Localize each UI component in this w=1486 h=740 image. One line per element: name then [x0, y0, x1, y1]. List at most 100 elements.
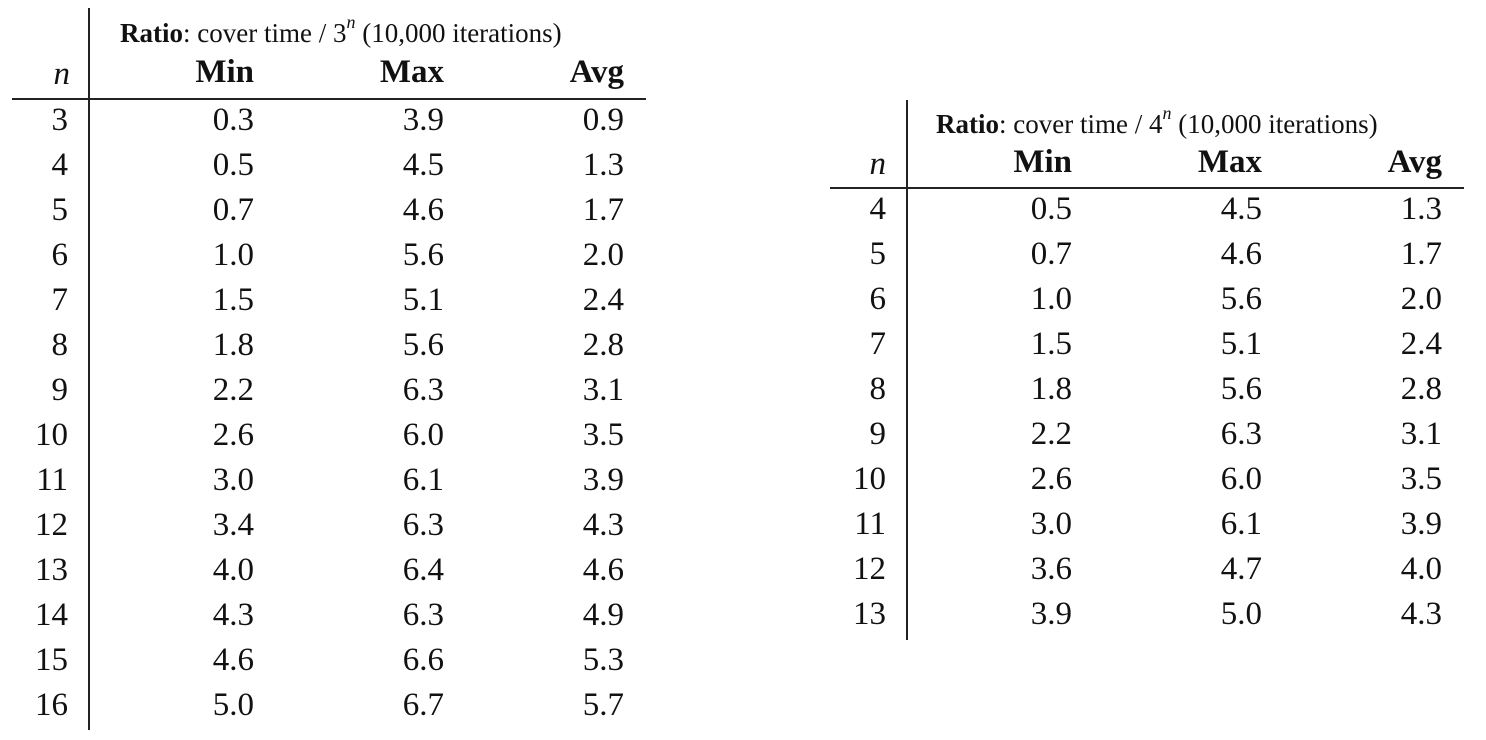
min-cell: 0.5 [1030, 191, 1072, 227]
max-cell: 6.1 [402, 462, 444, 498]
min-cell: 1.0 [1030, 281, 1072, 317]
max-cell: 6.6 [402, 642, 444, 678]
n-cell: 12 [35, 507, 68, 543]
table-row: 5 0.7 4.6 1.7 [12, 188, 646, 233]
min-cell: 3.9 [1030, 596, 1072, 632]
n-cell: 7 [869, 326, 887, 362]
avg-cell: 2.8 [582, 327, 624, 363]
table-row: 8 1.8 5.6 2.8 [12, 323, 646, 368]
avg-cell: 2.8 [1400, 371, 1442, 407]
table-row: 9 2.2 6.3 3.1 [12, 368, 646, 413]
avg-cell: 1.7 [1400, 236, 1442, 272]
table-row: 7 1.5 5.1 2.4 [12, 278, 646, 323]
table-row: 14 4.3 6.3 4.9 [12, 593, 646, 638]
min-cell: 5.0 [212, 687, 254, 723]
avg-cell: 3.5 [582, 417, 624, 453]
table-row: 9 2.2 6.3 3.1 [830, 412, 1464, 457]
n-cell: 8 [51, 327, 69, 363]
avg-cell: 2.4 [1400, 326, 1442, 362]
min-cell: 1.5 [1030, 326, 1072, 362]
avg-column-header: Avg [1387, 144, 1442, 180]
min-cell: 0.7 [1030, 236, 1072, 272]
max-column-header: Max [379, 54, 444, 90]
min-cell: 0.3 [212, 102, 254, 138]
min-cell: 1.5 [212, 282, 254, 318]
min-cell: 2.6 [1030, 461, 1072, 497]
n-cell: 6 [869, 281, 887, 317]
table-row: 13 4.0 6.4 4.6 [12, 548, 646, 593]
max-cell: 6.7 [402, 687, 444, 723]
min-cell: 2.2 [1030, 416, 1072, 452]
min-cell: 2.2 [212, 372, 254, 408]
table-row: 4 0.5 4.5 1.3 [830, 187, 1464, 232]
table-header-rule [12, 98, 646, 100]
avg-cell: 2.0 [582, 237, 624, 273]
table-row: 6 1.0 5.6 2.0 [830, 277, 1464, 322]
max-cell: 6.3 [402, 372, 444, 408]
min-cell: 3.0 [1030, 506, 1072, 542]
n-cell: 8 [869, 371, 887, 407]
table-row: 11 3.0 6.1 3.9 [830, 502, 1464, 547]
max-cell: 5.0 [1220, 596, 1262, 632]
max-cell: 5.6 [402, 327, 444, 363]
max-cell: 4.6 [1220, 236, 1262, 272]
min-cell: 4.0 [212, 552, 254, 588]
min-cell: 2.6 [212, 417, 254, 453]
n-cell: 10 [853, 461, 886, 497]
avg-cell: 2.4 [582, 282, 624, 318]
n-cell: 13 [35, 552, 68, 588]
table-row: 12 3.4 6.3 4.3 [12, 503, 646, 548]
table-row: 10 2.6 6.0 3.5 [830, 457, 1464, 502]
table-vertical-rule [88, 8, 90, 730]
min-cell: 1.8 [1030, 371, 1072, 407]
max-cell: 4.5 [402, 147, 444, 183]
max-cell: 6.3 [402, 597, 444, 633]
n-cell: 11 [36, 462, 68, 498]
min-cell: 0.7 [212, 192, 254, 228]
table-row: 7 1.5 5.1 2.4 [830, 322, 1464, 367]
n-column-header: n [53, 56, 71, 92]
min-cell: 3.0 [212, 462, 254, 498]
avg-cell: 3.1 [582, 372, 624, 408]
max-cell: 6.4 [402, 552, 444, 588]
max-cell: 5.6 [402, 237, 444, 273]
table-vertical-rule [906, 100, 908, 640]
ratio-table-4n: Ratio: cover time / 4n (10,000 iteration… [830, 100, 1464, 640]
n-cell: 13 [853, 596, 886, 632]
table-row: 4 0.5 4.5 1.3 [12, 143, 646, 188]
table-row: 16 5.0 6.7 5.7 [12, 683, 646, 728]
max-cell: 6.3 [402, 507, 444, 543]
n-cell: 16 [35, 687, 68, 723]
n-cell: 7 [51, 282, 69, 318]
table-row: 15 4.6 6.6 5.3 [12, 638, 646, 683]
table-row: 12 3.6 4.7 4.0 [830, 547, 1464, 592]
max-cell: 4.6 [402, 192, 444, 228]
avg-cell: 4.9 [582, 597, 624, 633]
n-cell: 14 [35, 597, 68, 633]
n-cell: 4 [869, 191, 887, 227]
min-cell: 0.5 [212, 147, 254, 183]
table-row: 11 3.0 6.1 3.9 [12, 458, 646, 503]
avg-cell: 4.3 [1400, 596, 1442, 632]
max-cell: 3.9 [402, 102, 444, 138]
avg-cell: 0.9 [582, 102, 624, 138]
table-caption: Ratio: cover time / 3n (10,000 iteration… [120, 12, 562, 48]
avg-cell: 3.9 [1400, 506, 1442, 542]
table-row: 10 2.6 6.0 3.5 [12, 413, 646, 458]
max-cell: 5.6 [1220, 371, 1262, 407]
avg-cell: 5.3 [582, 642, 624, 678]
table-header-rule [830, 187, 1464, 189]
avg-cell: 3.1 [1400, 416, 1442, 452]
n-cell: 5 [51, 192, 69, 228]
table-row: 13 3.9 5.0 4.3 [830, 592, 1464, 637]
min-cell: 3.4 [212, 507, 254, 543]
avg-cell: 4.3 [582, 507, 624, 543]
max-cell: 5.1 [1220, 326, 1262, 362]
n-column-header: n [869, 146, 887, 182]
avg-cell: 5.7 [582, 687, 624, 723]
n-cell: 9 [869, 416, 887, 452]
max-cell: 4.7 [1220, 551, 1262, 587]
min-column-header: Min [195, 54, 254, 90]
max-cell: 5.6 [1220, 281, 1262, 317]
table-caption: Ratio: cover time / 4n (10,000 iteration… [936, 103, 1378, 139]
